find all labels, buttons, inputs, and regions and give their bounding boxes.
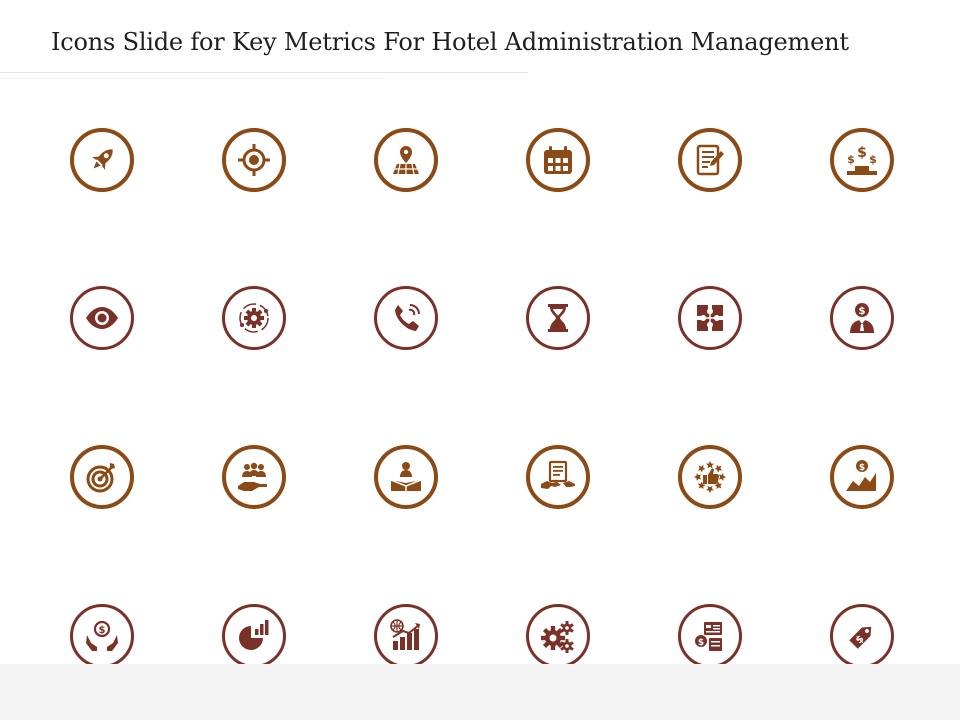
contract-handshake-icon: [541, 460, 575, 489]
svg-text:$: $: [857, 145, 867, 161]
dollar-podium-icon: $$ $: [847, 145, 877, 175]
bullseye-arrow-badge: [70, 445, 134, 509]
svg-text:$: $: [859, 463, 865, 473]
puzzle-badge: [678, 286, 742, 350]
gears-badge: [526, 604, 590, 668]
money-transfer-icon: $: [695, 622, 722, 651]
map-pin-badge: [374, 128, 438, 192]
document-edit-icon: [696, 144, 724, 176]
svg-text:$: $: [859, 306, 866, 317]
phone-badge: [374, 286, 438, 350]
contract-handshake-badge: [526, 445, 590, 509]
calendar-badge: [526, 128, 590, 192]
target-crosshair-badge: [222, 128, 286, 192]
target-crosshair-icon: [238, 144, 270, 176]
leader-podium-badge: [374, 445, 438, 509]
global-growth-chart-badge: [374, 604, 438, 668]
bullseye-arrow-icon: [86, 463, 115, 493]
businessman-dollar-icon: $: [850, 303, 874, 333]
gear-orbit-icon: [239, 303, 269, 333]
phone-icon: [395, 304, 420, 331]
title-underline: [0, 72, 528, 73]
dollar-growth-mountain-badge: $: [830, 445, 894, 509]
svg-text:$: $: [698, 638, 704, 648]
hands-dollar-icon: $: [86, 620, 118, 651]
dollar-podium-badge: $ $ $: [830, 128, 894, 192]
svg-text:$: $: [99, 625, 106, 636]
eye-badge: [70, 286, 134, 350]
calendar-icon: [544, 146, 572, 174]
team-hand-badge: [222, 445, 286, 509]
hands-dollar-badge: $: [70, 604, 134, 668]
puzzle-icon: [697, 305, 723, 331]
thumbs-up-stars-icon: [694, 461, 726, 493]
gears-icon: [541, 621, 574, 653]
slide-title: Icons Slide for Key Metrics For Hotel Ad…: [51, 28, 849, 56]
global-growth-chart-icon: [390, 619, 420, 650]
money-transfer-badge: $: [678, 604, 742, 668]
document-edit-badge: [678, 128, 742, 192]
title-underline-secondary: [0, 78, 384, 79]
eye-icon: [86, 307, 118, 329]
svg-text:$: $: [847, 153, 855, 166]
gear-orbit-badge: [222, 286, 286, 350]
svg-text:$: $: [869, 153, 877, 166]
footer-band: [0, 664, 960, 720]
rocket-badge: [70, 128, 134, 192]
price-tag-badge: $: [830, 604, 894, 668]
team-hand-icon: [238, 462, 267, 491]
dollar-growth-mountain-icon: $: [846, 460, 876, 491]
thumbs-up-stars-badge: [678, 445, 742, 509]
hourglass-icon: [548, 304, 568, 332]
leader-podium-icon: [390, 462, 422, 491]
pie-chart-bars-badge: [222, 604, 286, 668]
hourglass-badge: [526, 286, 590, 350]
pie-chart-bars-icon: [239, 620, 269, 650]
map-pin-icon: [393, 146, 419, 175]
businessman-dollar-badge: $: [830, 286, 894, 350]
price-tag-icon: $: [849, 626, 872, 649]
rocket-icon: [92, 149, 113, 170]
